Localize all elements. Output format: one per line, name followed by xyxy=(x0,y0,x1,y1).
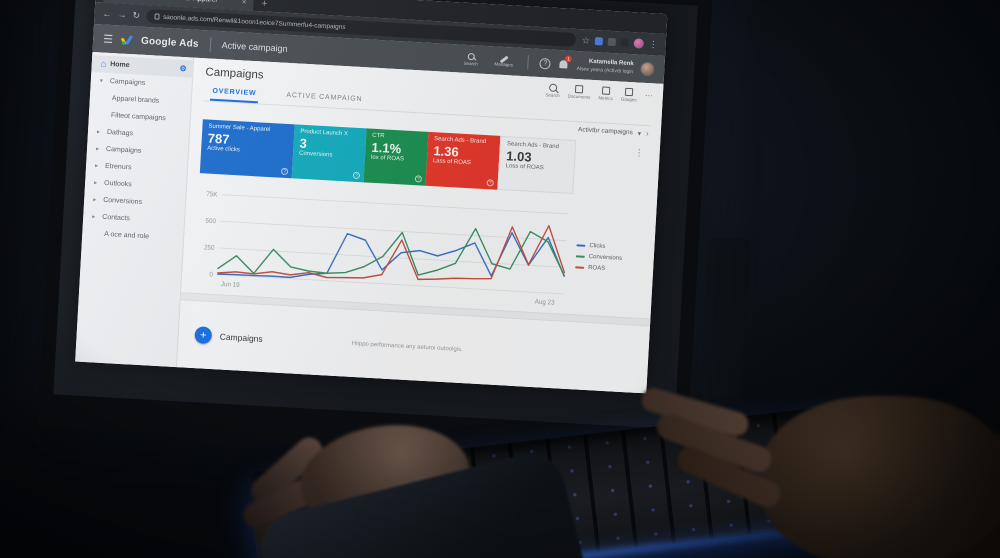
card-help-icon[interactable]: ? xyxy=(280,167,289,176)
search-icon xyxy=(467,52,475,60)
gear-icon[interactable]: ⚙ xyxy=(179,63,187,74)
legend-item-roas[interactable]: ROAS xyxy=(575,264,643,274)
bookmark-star-icon[interactable]: ☆ xyxy=(581,34,591,46)
new-tab-button[interactable]: + xyxy=(261,0,268,10)
tab-close-icon[interactable]: × xyxy=(241,0,247,7)
google-ads-logo xyxy=(121,35,133,45)
workspace: ⌂ Home ⚙ ▾ Campaigns Apparel brands Fi xyxy=(75,51,664,394)
performance-chart: 0 250 500 75K Jun 19 Aug 23 Clicks Conversion… xyxy=(193,181,646,314)
help-icon[interactable]: ? xyxy=(539,57,552,70)
browser-menu-icon[interactable]: ⋮ xyxy=(648,38,659,50)
back-icon[interactable]: ← xyxy=(102,7,112,19)
sidebar-label: Dathags xyxy=(106,128,134,138)
user-avatar[interactable] xyxy=(639,61,655,77)
right-hand-back xyxy=(760,396,1000,558)
browser-window: Google Ads - Summer Apparel × + ← → ↻ sa… xyxy=(75,0,668,394)
main-toolbar: Search Documents Metrics xyxy=(545,83,653,103)
sidebar: ⌂ Home ⚙ ▾ Campaigns Apparel brands Fi xyxy=(75,51,195,368)
legend-item-clicks[interactable]: Clicks xyxy=(576,242,644,252)
sidebar-label: Outlooks xyxy=(103,179,132,189)
sidebar-label: Conversions xyxy=(102,196,143,206)
sidebar-label: Campaigns xyxy=(109,78,146,87)
search-icon xyxy=(548,83,558,92)
tab-overview[interactable]: OVERVIEW xyxy=(209,84,259,104)
svg-text:Jun 19: Jun 19 xyxy=(221,281,241,289)
arrow-forward-icon[interactable]: › xyxy=(645,129,649,139)
sidebar-label: Filteot campaigns xyxy=(110,112,166,123)
toolbar-gauges-button[interactable]: Gauges xyxy=(621,87,638,102)
sidebar-label: A oce and role xyxy=(104,230,150,241)
chart-legend: Clicks Conversions ROAS xyxy=(569,202,647,314)
header-divider xyxy=(209,37,212,52)
svg-text:Aug 23: Aug 23 xyxy=(535,298,556,306)
sidebar-label: Campaigns xyxy=(105,145,142,155)
header-manages-button[interactable]: Manages xyxy=(491,54,518,67)
footer-helper-text: Hiippo performance any aeturoi outoolgis… xyxy=(351,340,463,353)
add-campaign-button[interactable]: + xyxy=(194,326,213,345)
scorecard-search-ads-brand[interactable]: Search Ads - Brand 1.36 Lass of ROAS ? xyxy=(425,131,501,190)
browser-profile-avatar[interactable] xyxy=(633,38,645,49)
svg-text:0: 0 xyxy=(209,271,213,278)
scorecard-summer-sale[interactable]: Summer Sale - Apparel 787 Active clicks … xyxy=(199,119,295,179)
card-help-icon[interactable]: ? xyxy=(486,179,494,187)
toolbar-documents-button[interactable]: Documents xyxy=(568,85,592,100)
header-divider-2 xyxy=(527,55,530,70)
table-icon xyxy=(601,86,611,95)
toolbar-metrics-button[interactable]: Metrics xyxy=(598,86,613,101)
legend-swatch xyxy=(575,255,585,258)
notification-badge: 1 xyxy=(564,55,573,63)
chevron-down-icon: ▾ xyxy=(99,78,103,85)
campaign-chart-svg: 0 250 500 75K Jun 19 Aug 23 xyxy=(204,191,568,307)
sidebar-label: Contacts xyxy=(102,213,131,223)
pinned-extension-icon[interactable] xyxy=(594,37,604,46)
more-icon[interactable]: ⋯ xyxy=(644,90,654,101)
extensions-icon[interactable] xyxy=(607,37,617,47)
kebab-menu-icon[interactable]: ⋮ xyxy=(634,147,644,158)
scorecard-ctr[interactable]: CTR 1.1% lox of ROAS ? xyxy=(363,128,429,186)
brand-name: Google Ads xyxy=(140,35,199,50)
sidebar-label: Home xyxy=(110,60,130,70)
chevron-right-icon: ▸ xyxy=(92,214,96,221)
card-help-icon[interactable]: ? xyxy=(414,175,423,183)
url-text: saoonle.ads.com/Renwil&1ooon1eoice7Summe… xyxy=(162,13,346,31)
sidebar-label: Apparel brands xyxy=(111,95,160,105)
svg-text:250: 250 xyxy=(204,244,215,252)
home-icon: ⌂ xyxy=(100,58,107,69)
legend-swatch xyxy=(575,266,585,269)
menu-icon[interactable]: ☰ xyxy=(102,33,114,46)
scorecard-product-launch[interactable]: Product Launch X 3 Conversions ? xyxy=(291,124,367,183)
chevron-right-icon: ▸ xyxy=(94,163,99,170)
chevron-right-icon: ▸ xyxy=(96,129,101,136)
reload-icon[interactable]: ↻ xyxy=(132,9,141,21)
chevron-right-icon: ▸ xyxy=(93,180,98,187)
notifications-button[interactable]: 1 xyxy=(557,55,573,71)
sidebar-label: Etrenurs xyxy=(104,162,132,172)
browser-action-icons: ☆ ⋮ xyxy=(581,34,659,50)
chevron-right-icon: ▸ xyxy=(92,197,97,204)
svg-text:75K: 75K xyxy=(206,191,218,199)
widget-icon xyxy=(624,87,634,97)
downloads-icon[interactable] xyxy=(620,38,630,47)
svg-text:500: 500 xyxy=(205,218,216,226)
forward-icon[interactable]: → xyxy=(117,8,127,20)
header-search-button[interactable]: Search xyxy=(458,52,485,66)
monitor-screen: Google Ads - Summer Apparel × + ← → ↻ sa… xyxy=(53,0,698,430)
legend-item-conversions[interactable]: Conversions xyxy=(575,253,644,263)
chevron-right-icon: ▸ xyxy=(95,146,100,153)
scorecard-search-ads-brand-2[interactable]: Search Ads - Brand 1.03 Loss of ROAS xyxy=(497,135,577,195)
user-info: Katamella Renk Alsee yeara (Activrb logi… xyxy=(576,58,633,75)
card-help-icon[interactable]: ? xyxy=(352,171,361,180)
filter-label: Activtbr campaigns xyxy=(577,126,634,137)
tab-title: Google Ads - Summer Apparel xyxy=(122,0,217,4)
caret-down-icon: ▾ xyxy=(637,130,642,138)
legend-swatch xyxy=(576,244,586,247)
active-campaign-title: Active campaign xyxy=(221,40,288,54)
document-icon xyxy=(575,85,584,94)
right-hand xyxy=(610,372,1000,558)
main-panel: Campaigns Search Documents xyxy=(176,57,664,394)
toolbar-search-button[interactable]: Search xyxy=(545,83,560,98)
footer-campaigns-label: Campaigns xyxy=(219,331,263,344)
padlock-icon xyxy=(153,13,160,20)
